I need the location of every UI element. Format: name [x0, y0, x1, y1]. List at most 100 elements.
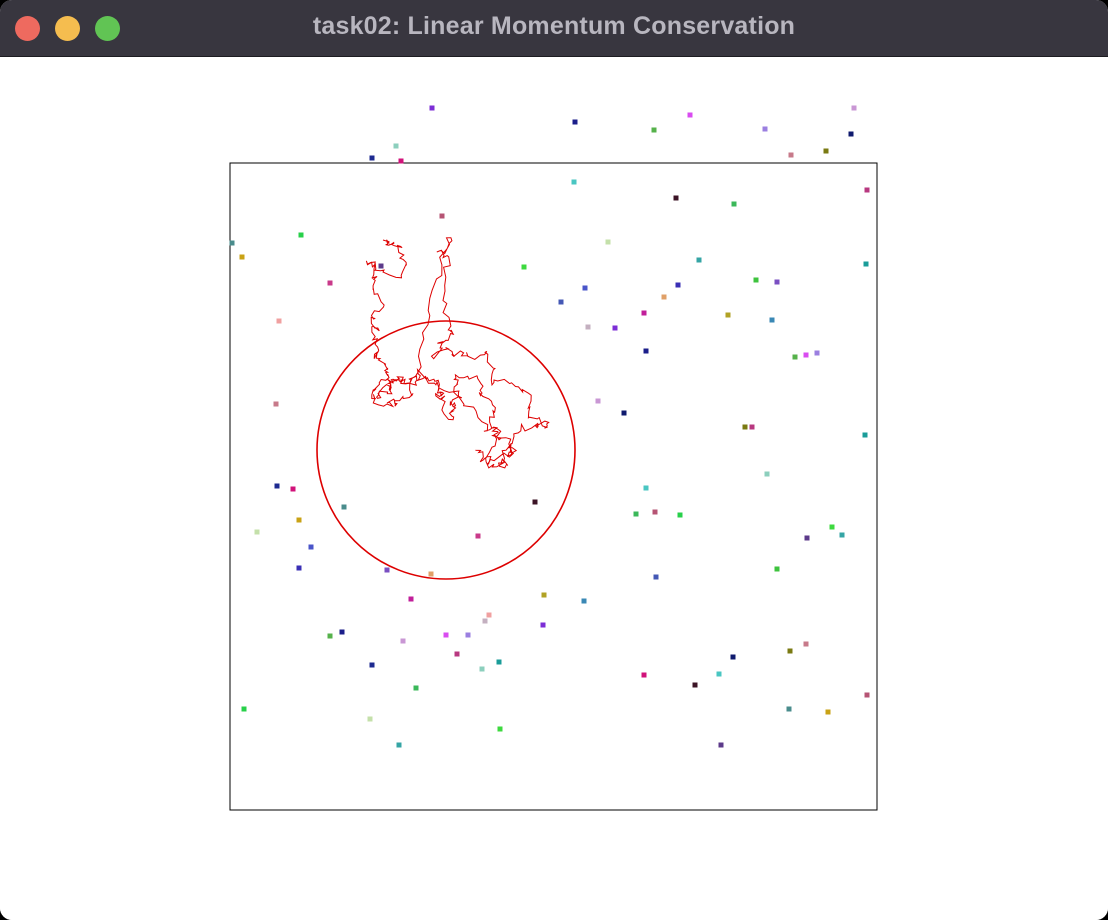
- particle: [400, 638, 406, 644]
- particle: [675, 282, 681, 288]
- particle: [308, 544, 314, 550]
- particle: [558, 299, 564, 305]
- particle: [829, 524, 835, 530]
- particle: [393, 143, 399, 149]
- particle: [696, 257, 702, 263]
- particle: [774, 279, 780, 285]
- particle: [290, 486, 296, 492]
- particle: [825, 709, 831, 715]
- particle: [274, 483, 280, 489]
- particle: [341, 504, 347, 510]
- particle: [497, 726, 503, 732]
- title-bar: task02: Linear Momentum Conservation: [0, 0, 1108, 57]
- particle: [848, 131, 854, 137]
- particle-layer: [229, 105, 870, 748]
- particle: [753, 277, 759, 283]
- particle: [730, 654, 736, 660]
- simulation-boundary-box: [229, 162, 878, 811]
- particle: [521, 264, 527, 270]
- random-walk-trajectory: [365, 237, 550, 469]
- particle: [792, 354, 798, 360]
- particle: [408, 596, 414, 602]
- particle: [788, 152, 794, 158]
- particle: [571, 179, 577, 185]
- particle: [643, 485, 649, 491]
- particle: [643, 348, 649, 354]
- particle: [823, 148, 829, 154]
- particle: [439, 213, 445, 219]
- particle: [479, 666, 485, 672]
- particle: [851, 105, 857, 111]
- particle: [465, 632, 471, 638]
- particle: [605, 239, 611, 245]
- particle: [532, 499, 538, 505]
- particle: [396, 742, 402, 748]
- particle: [863, 261, 869, 267]
- particle: [862, 432, 868, 438]
- particle: [241, 706, 247, 712]
- particle: [327, 633, 333, 639]
- particle: [428, 571, 434, 577]
- particle: [398, 158, 404, 164]
- particle: [454, 651, 460, 657]
- particle: [677, 512, 683, 518]
- particle: [429, 105, 435, 111]
- particle: [653, 574, 659, 580]
- particle: [692, 682, 698, 688]
- simulation-svg: [229, 105, 878, 811]
- particle: [762, 126, 768, 132]
- particle: [725, 312, 731, 318]
- containment-circle: [316, 320, 576, 580]
- particle: [298, 232, 304, 238]
- window-title: task02: Linear Momentum Conservation: [312, 12, 796, 40]
- particle: [651, 127, 657, 133]
- particle: [742, 424, 748, 430]
- particle: [803, 352, 809, 358]
- particle: [582, 285, 588, 291]
- particle: [378, 263, 384, 269]
- particle: [595, 398, 601, 404]
- particle: [369, 155, 375, 161]
- particle: [864, 692, 870, 698]
- particle: [621, 410, 627, 416]
- particle: [839, 532, 845, 538]
- particle: [585, 324, 591, 330]
- particle: [786, 706, 792, 712]
- particle: [641, 672, 647, 678]
- particle: [482, 618, 488, 624]
- particle: [541, 592, 547, 598]
- particle: [384, 567, 390, 573]
- maximize-window-button[interactable]: [95, 16, 120, 41]
- close-window-button[interactable]: [15, 16, 40, 41]
- particle: [814, 350, 820, 356]
- particle: [769, 317, 775, 323]
- particle: [254, 529, 260, 535]
- particle: [774, 566, 780, 572]
- particle: [296, 565, 302, 571]
- particle: [633, 511, 639, 517]
- minimize-window-button[interactable]: [55, 16, 80, 41]
- particle: [731, 201, 737, 207]
- particle: [764, 471, 770, 477]
- particle: [327, 280, 333, 286]
- particle: [239, 254, 245, 260]
- particle: [572, 119, 578, 125]
- particle: [749, 424, 755, 430]
- particle: [296, 517, 302, 523]
- particle: [339, 629, 345, 635]
- simulation-canvas: [0, 57, 1108, 920]
- particle: [716, 671, 722, 677]
- particle: [496, 659, 502, 665]
- particle: [273, 401, 279, 407]
- particle: [540, 622, 546, 628]
- particle: [864, 187, 870, 193]
- particle: [581, 598, 587, 604]
- particle: [652, 509, 658, 515]
- particle: [787, 648, 793, 654]
- particle: [804, 535, 810, 541]
- particle: [718, 742, 724, 748]
- particle: [641, 310, 647, 316]
- particle: [803, 641, 809, 647]
- particle: [486, 612, 492, 618]
